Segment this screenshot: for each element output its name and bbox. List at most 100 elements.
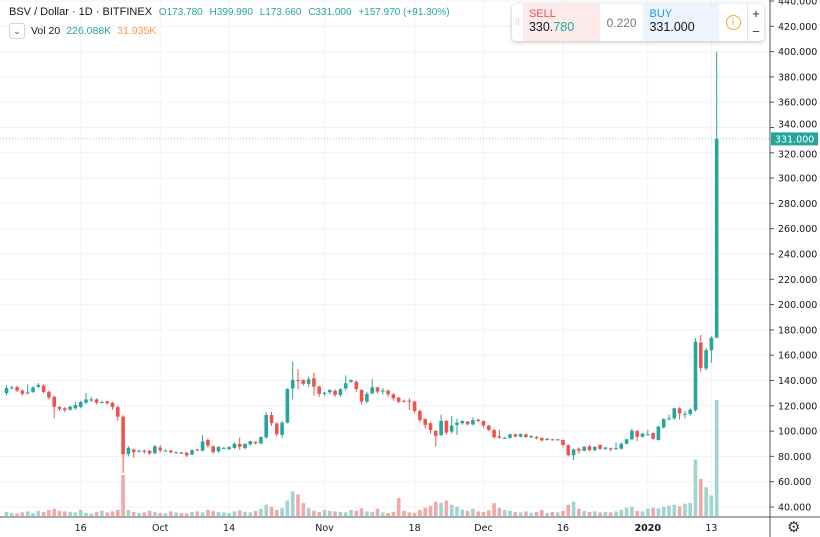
candle-body — [15, 387, 19, 391]
buy-button[interactable]: BUY 331.000 — [643, 4, 720, 41]
time-tick-label: 14 — [223, 523, 235, 534]
candle-body — [296, 379, 300, 382]
volume-bar — [672, 504, 677, 516]
buy-sell-panel: ⠿ SELL 330.780 0.220 BUY 331.000 i + − — [512, 4, 764, 41]
candle-body — [184, 452, 189, 456]
volume-bar — [381, 512, 385, 516]
collapse-chevron-icon[interactable]: ⌄ — [9, 23, 25, 39]
info-button[interactable]: i — [719, 4, 747, 41]
volume-bar — [434, 501, 438, 516]
volume-bar — [63, 511, 67, 516]
zoom-out-button[interactable]: − — [752, 24, 760, 40]
time-axis[interactable] — [0, 517, 820, 537]
candle-body — [365, 393, 369, 402]
candle-body — [137, 450, 141, 452]
candle-body — [460, 420, 465, 424]
zoom-in-button[interactable]: + — [752, 5, 760, 21]
candle-body — [524, 434, 528, 437]
price-tick-label: 220.000 — [778, 275, 817, 286]
volume-bar — [110, 511, 115, 516]
volume-bar — [412, 512, 417, 516]
volume-bar — [550, 511, 555, 516]
candle-body — [174, 452, 178, 454]
volume-bar — [418, 509, 422, 516]
volume-bar — [513, 511, 518, 516]
candle-body — [63, 408, 67, 410]
volume-bar — [84, 512, 88, 516]
candle-body — [518, 434, 523, 437]
volume-bar — [131, 511, 136, 516]
symbol-title[interactable]: BSV / Dollar · 1D · BITFINEX — [9, 6, 153, 18]
candle-body — [439, 420, 443, 435]
volume-bar — [582, 510, 586, 516]
candle-body — [635, 431, 639, 437]
candle-body — [630, 430, 634, 440]
volume-bar — [100, 510, 104, 516]
candle-body — [73, 405, 78, 409]
ohlc-close: C331.000 — [308, 7, 352, 18]
candle-body — [407, 400, 412, 402]
volume-bar — [52, 508, 56, 516]
volume-bar — [153, 511, 157, 516]
volume-bar — [343, 512, 348, 516]
volume-bar — [646, 508, 650, 516]
volume-bar — [635, 510, 639, 516]
price-tick-label: 300.000 — [778, 174, 817, 185]
volume-bar — [232, 511, 237, 516]
volume-bar — [407, 512, 412, 516]
candle-body — [481, 420, 486, 426]
volume-bar — [94, 511, 99, 516]
sell-price-tail: 780 — [553, 20, 575, 34]
grid — [0, 0, 770, 517]
candle-body — [529, 435, 533, 438]
volume-bar — [25, 511, 30, 516]
volume-bar — [179, 512, 184, 516]
price-axis[interactable] — [770, 0, 820, 537]
candle-body — [343, 383, 348, 389]
candle-body — [386, 390, 390, 395]
sell-button[interactable]: SELL 330.780 — [522, 4, 600, 41]
candle-body — [508, 434, 512, 438]
candle-body — [47, 391, 51, 398]
volume-bar — [47, 509, 51, 516]
candle-body — [20, 390, 25, 394]
candle-body — [603, 447, 608, 449]
candle-body — [550, 439, 555, 441]
volume-bar — [518, 512, 523, 516]
volume-bar — [540, 509, 544, 516]
candle-body — [534, 436, 539, 439]
candle-body — [465, 421, 470, 425]
candle-body — [418, 410, 422, 420]
volume-bar — [116, 509, 120, 516]
volume-bar — [534, 511, 539, 516]
candle-body — [84, 399, 88, 403]
ohlc-high: H399.990 — [209, 7, 253, 18]
time-axis-labels: 16 Oct 14 Nov 18 Dec 16 2020 13 — [75, 523, 718, 534]
candle-body — [672, 408, 677, 419]
volume-label[interactable]: Vol 20 — [31, 25, 61, 37]
time-tick-label: 18 — [409, 523, 421, 534]
candle-body — [163, 450, 168, 452]
volume-bar — [31, 512, 35, 516]
volume-bar — [497, 507, 502, 516]
volume-bar — [285, 500, 290, 516]
volume-bar — [195, 511, 200, 516]
candle-body — [264, 415, 268, 438]
candle-body — [688, 409, 692, 415]
volume-bar — [248, 512, 253, 516]
candle-body — [290, 379, 295, 389]
price-tick-label: 320.000 — [778, 149, 817, 160]
candle-body — [57, 407, 62, 409]
candle-body — [714, 138, 719, 338]
price-tick-label: 340.000 — [778, 119, 817, 130]
candle-body — [502, 437, 507, 439]
candle-body — [449, 425, 454, 432]
candle-body — [153, 446, 157, 454]
settings-gear-icon[interactable]: ⚙ — [787, 519, 801, 536]
candle-body — [190, 450, 194, 455]
candle-body — [41, 385, 46, 392]
volume-bar — [391, 511, 396, 516]
volume-bar — [243, 511, 247, 516]
drag-handle-icon[interactable]: ⠿ — [514, 18, 521, 27]
